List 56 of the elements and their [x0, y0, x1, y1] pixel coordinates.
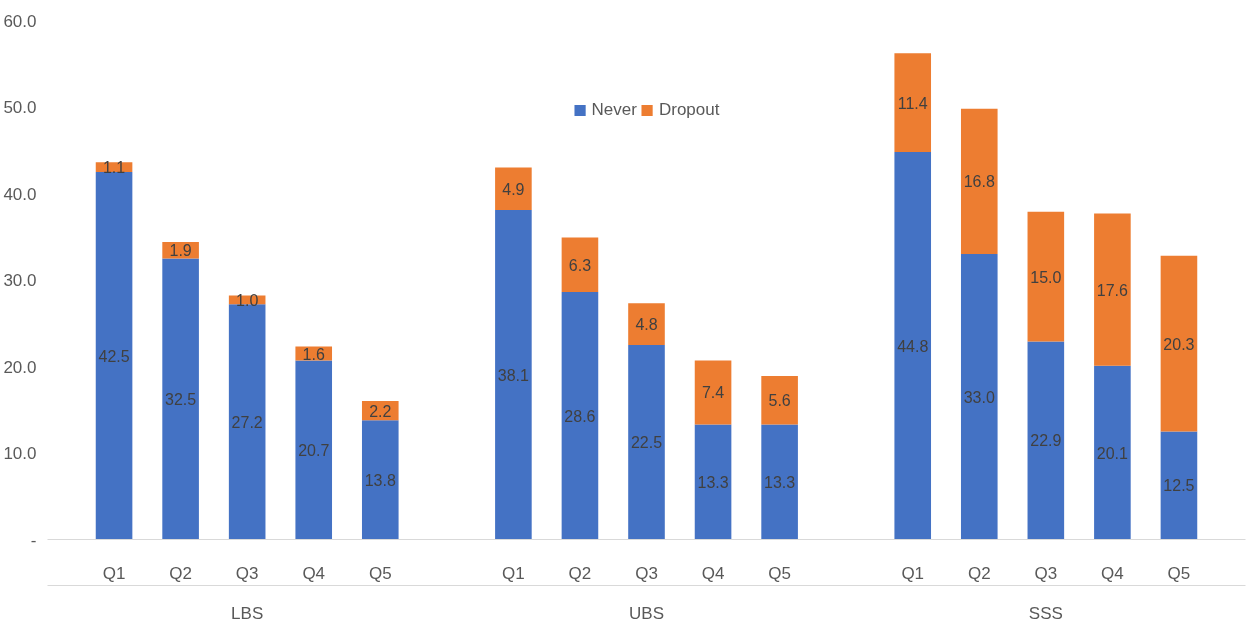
data-label: 13.3 — [697, 473, 729, 491]
y-tick-label: 30.0 — [3, 271, 37, 290]
legend-label: Never — [591, 100, 637, 120]
data-label: 4.8 — [635, 316, 658, 334]
data-label: 1.1 — [102, 159, 126, 177]
data-label: 6.3 — [568, 256, 592, 274]
y-tick-label: 60.0 — [3, 11, 37, 31]
x-tick-label: Q4 — [302, 563, 326, 583]
text: LBS — [231, 603, 264, 623]
data-label: 20.7 — [298, 441, 330, 459]
data-label: 1.6 — [302, 345, 325, 363]
data-label: 17.6 — [1096, 281, 1129, 299]
data-label: 22.9 — [1030, 432, 1062, 450]
data-label: 32.5 — [165, 390, 197, 408]
x-tick-label: Q5 — [1167, 563, 1191, 583]
data-label: 16.8 — [963, 173, 995, 191]
data-label: 42.5 — [98, 347, 130, 365]
data-label: 12.5 — [1163, 477, 1195, 495]
y-tick-label: 20.0 — [3, 357, 37, 377]
x-tick-label: Q2 — [967, 563, 991, 583]
x-tick-label: Q5 — [368, 563, 392, 583]
data-label: 13.3 — [764, 473, 796, 491]
data-label: 7.4 — [701, 384, 725, 402]
x-tick-label: Q3 — [235, 563, 259, 583]
x-tick-label: Q1 — [102, 563, 126, 583]
x-tick-label: Q4 — [701, 563, 725, 583]
y-tick-label: 50.0 — [3, 98, 37, 117]
text: SSS — [1028, 603, 1063, 623]
x-tick-label: Q4 — [1101, 563, 1124, 583]
data-label: 5.6 — [768, 392, 791, 410]
data-label: 1.9 — [169, 242, 192, 260]
data-label: 15.0 — [1030, 268, 1062, 286]
data-label: 22.5 — [630, 434, 663, 452]
x-tick-label: Q1 — [502, 563, 525, 583]
data-label: 20.1 — [1096, 444, 1129, 462]
data-label: 38.1 — [497, 366, 530, 384]
data-label: 4.9 — [502, 180, 525, 198]
x-tick-label: Q2 — [568, 563, 592, 583]
data-label: 13.8 — [364, 471, 396, 489]
legend-label: Dropout — [658, 100, 720, 120]
x-tick-label: Q3 — [1034, 563, 1058, 583]
data-label: 11.4 — [897, 94, 928, 112]
x-tick-label: Q1 — [901, 563, 925, 583]
y-tick-label: 10.0 — [3, 444, 37, 463]
x-tick-label: Q5 — [768, 563, 791, 583]
y-tick-label: 40.0 — [3, 184, 37, 204]
y-tick-label: - — [30, 530, 37, 550]
data-label: 20.3 — [1163, 335, 1195, 353]
text: UBS — [629, 603, 664, 623]
data-label: 44.8 — [897, 337, 929, 355]
x-tick-label: Q2 — [169, 563, 192, 583]
data-label: 33.0 — [963, 388, 995, 406]
x-tick-label: Q3 — [635, 563, 658, 583]
data-label: 2.2 — [369, 402, 392, 420]
data-label: 28.6 — [564, 407, 596, 425]
data-label: 27.2 — [231, 413, 263, 431]
